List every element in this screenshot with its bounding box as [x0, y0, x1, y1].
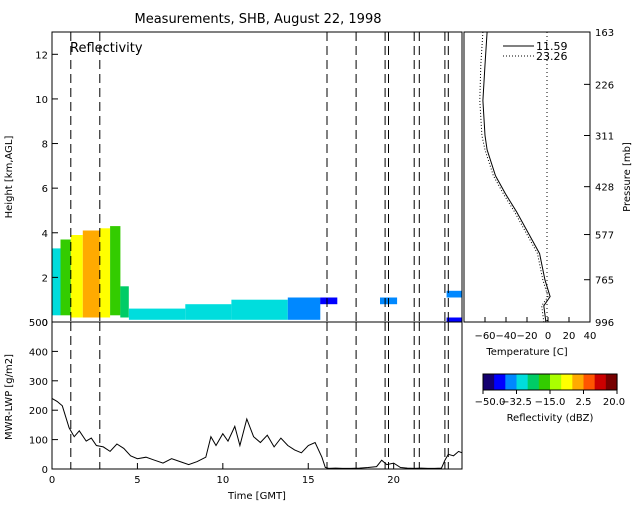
colorbar-label: Reflectivity (dBZ): [507, 413, 594, 424]
reflectivity-dashed-lines: [70, 32, 449, 322]
pressure-tick-label-2: 311: [595, 132, 614, 143]
colorbar-segment-6: [550, 374, 562, 390]
temperature-tick-label-2: −20: [516, 331, 537, 342]
colorbar-segment-11: [605, 374, 618, 390]
echo-cell-0: [52, 248, 61, 316]
reflectivity-y-tick-label-5: 10: [35, 95, 48, 106]
colorbar-ticks: −50.0−32.5 −15.0 2.5 20.0: [475, 390, 625, 408]
lwp-y-ticks: 0 100 200 300 400 500: [29, 318, 58, 476]
legend-dotted-label: 23.26: [536, 50, 568, 63]
lwp-y-tick-label-4: 400: [29, 347, 48, 358]
colorbar-segment-7: [561, 374, 573, 390]
temperature-label: Temperature [C]: [485, 347, 567, 358]
reflectivity-y-tick-label-6: 12: [35, 50, 48, 61]
echo-cell-7: [128, 308, 186, 320]
temperature-tick-label-1: −40: [495, 331, 516, 342]
temperature-tick-label-4: 20: [563, 331, 576, 342]
profile-series-dotted: [479, 31, 549, 323]
colorbar-segment-2: [505, 374, 518, 390]
echo-cell-1: [60, 239, 71, 316]
colorbar-segment-8: [572, 374, 585, 390]
profile-frame: [463, 31, 591, 323]
reflectivity-y-tick-label-2: 4: [42, 229, 48, 240]
lwp-y-tick-label-3: 300: [29, 377, 48, 388]
time-x-tick-label-3: 15: [302, 475, 315, 486]
echo-cell-3: [82, 230, 100, 318]
colorbar-tick-label-1: −32.5: [501, 397, 532, 408]
reflectivity-y-tick-label-0: 0: [42, 318, 48, 329]
reflectivity-y-tick-label-1: 2: [42, 273, 48, 284]
echo-cell-2: [70, 235, 83, 318]
colorbar-tick-label-2: −15.0: [535, 397, 566, 408]
temperature-ticks: −60 −40 −20 0 20 40: [474, 317, 596, 342]
lwp-x-ticks: 0 5 10 15 20: [49, 463, 400, 486]
colorbar-segment-9: [583, 374, 596, 390]
colorbar-tick-label-0: −50.0: [475, 397, 506, 408]
reflectivity-panel-label: Reflectivity: [70, 41, 143, 56]
echo-cell-6: [120, 286, 129, 318]
profile-series-solid: [482, 31, 551, 323]
colorbar-tick-label-4: 20.0: [603, 397, 625, 408]
pressure-label: Pressure [mb]: [622, 142, 633, 212]
echo-cell-4: [99, 228, 111, 318]
colorbar-tick-label-3: 2.5: [576, 397, 592, 408]
colorbar-segment-3: [516, 374, 529, 390]
lwp-dashed-lines: [70, 322, 449, 469]
echo-cell-5: [110, 226, 121, 316]
colorbar-segment-1: [494, 374, 506, 390]
time-x-tick-label-1: 5: [134, 475, 140, 486]
time-x-tick-label-4: 20: [387, 475, 400, 486]
lwp-y-tick-label-1: 100: [29, 436, 48, 447]
reflectivity-y-tick-label-3: 6: [42, 184, 48, 195]
echo-cell-9: [231, 299, 288, 320]
chart-title: Measurements, SHB, August 22, 1998: [134, 12, 381, 27]
temperature-tick-label-3: 0: [545, 331, 551, 342]
colorbar: [483, 374, 618, 390]
lwp-y-tick-label-2: 200: [29, 406, 48, 417]
pressure-tick-label-4: 577: [595, 231, 614, 242]
reflectivity-y-tick-label-4: 8: [42, 140, 48, 151]
time-x-tick-label-0: 0: [49, 475, 55, 486]
lwp-y-label: MWR-LWP [g/m2]: [4, 354, 15, 440]
pressure-tick-label-5: 765: [595, 276, 614, 287]
echo-cell-13: [446, 290, 462, 298]
pressure-tick-label-6: 996: [595, 318, 614, 329]
temperature-tick-label-0: −60: [474, 331, 495, 342]
lwp-y-tick-label-0: 0: [42, 465, 48, 476]
echo-cell-8: [185, 304, 232, 320]
legend-solid-label: 11.59: [536, 40, 568, 53]
colorbar-segment-10: [594, 374, 607, 390]
pressure-tick-label-0: 163: [595, 28, 614, 39]
lwp-y-tick-label-5: 500: [29, 318, 48, 329]
colorbar-segment-5: [538, 374, 551, 390]
temperature-tick-label-5: 40: [584, 331, 597, 342]
reflectivity-y-label: Height [km,AGL]: [4, 136, 15, 219]
pressure-ticks: 163 226 311 428 577 765 996: [584, 28, 614, 329]
echo-cell-11: [320, 297, 338, 305]
pressure-tick-label-1: 226: [595, 80, 614, 91]
lwp-series-line: [51, 397, 463, 469]
lwp-frame: [51, 321, 463, 470]
echo-cell-14: [446, 317, 462, 322]
colorbar-segment-4: [527, 374, 540, 390]
colorbar-segment-0: [483, 374, 495, 390]
pressure-tick-label-3: 428: [595, 183, 614, 194]
echo-cell-10: [287, 297, 321, 320]
time-x-label: Time [GMT]: [227, 491, 286, 502]
time-x-tick-label-2: 10: [216, 475, 229, 486]
reflectivity-echoes: [52, 226, 462, 322]
